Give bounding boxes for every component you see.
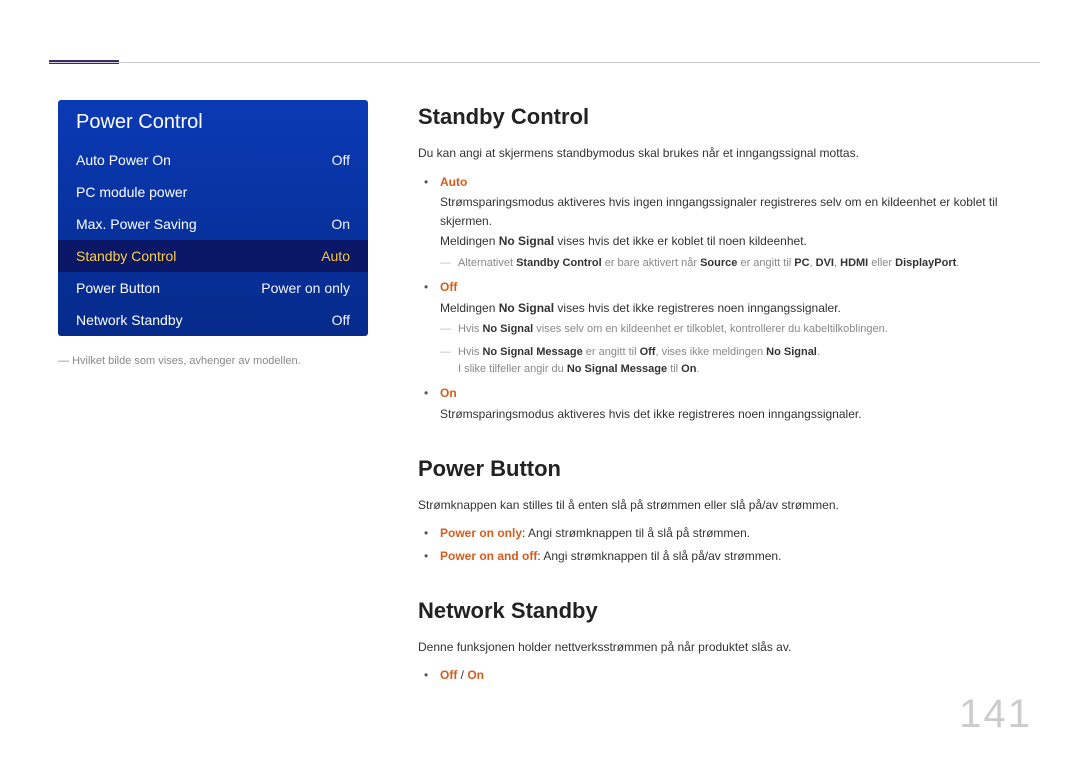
option-desc: Meldingen No Signal vises hvis det ikke …: [440, 299, 1040, 318]
option-desc-inline: : Angi strømknappen til å slå på/av strø…: [537, 549, 781, 563]
bold-text: Off: [640, 346, 656, 358]
section-intro: Du kan angi at skjermens standbymodus sk…: [418, 144, 1040, 163]
section-title: Network Standby: [418, 594, 1040, 628]
option-desc: Strømsparingsmodus aktiveres hvis ingen …: [440, 193, 1040, 230]
option-name: Auto: [440, 175, 467, 189]
bold-text: Standby Control: [516, 257, 602, 269]
menu-item-label: Power Button: [76, 280, 160, 296]
text: vises selv om en kildeenhet er tilkoblet…: [533, 323, 888, 335]
option-off: Off: [440, 668, 457, 682]
section-intro: Strømknappen kan stilles til å enten slå…: [418, 496, 1040, 515]
text: .: [696, 363, 699, 375]
sub-note-standby-sources: Alternativet Standby Control er bare akt…: [458, 255, 1040, 272]
option-name: Power on and off: [440, 549, 537, 563]
text: Meldingen: [440, 234, 499, 248]
text: vises hvis det ikke registreres noen inn…: [554, 301, 841, 315]
text: Alternativet: [458, 257, 516, 269]
power-control-menu: Power Control Auto Power On Off PC modul…: [58, 100, 368, 336]
menu-item-value: Off: [332, 152, 350, 168]
footnote-text: Hvilket bilde som vises, avhenger av mod…: [72, 355, 301, 367]
section-title: Power Button: [418, 452, 1040, 486]
menu-item-label: Standby Control: [76, 248, 176, 264]
option-on: On Strømsparingsmodus aktiveres hvis det…: [440, 384, 1040, 423]
bold-text: DisplayPort: [895, 257, 956, 269]
text: Hvis: [458, 346, 482, 358]
menu-title: Power Control: [58, 100, 368, 144]
bold-text: No Signal: [482, 323, 533, 335]
option-name: On: [440, 386, 457, 400]
menu-item-auto-power-on[interactable]: Auto Power On Off: [58, 144, 368, 176]
menu-item-label: Auto Power On: [76, 152, 171, 168]
option-desc-inline: : Angi strømknappen til å slå på strømme…: [522, 526, 750, 540]
sub-note-no-signal-message: Hvis No Signal Message er angitt til Off…: [458, 344, 1040, 378]
option-off-on: Off / On: [440, 666, 1040, 685]
text: I slike tilfeller angir du: [458, 363, 567, 375]
menu-item-value: Off: [332, 312, 350, 328]
text: Meldingen: [440, 301, 499, 315]
text: er angitt til: [737, 257, 794, 269]
menu-item-standby-control[interactable]: Standby Control Auto: [58, 240, 368, 272]
text: til: [667, 363, 681, 375]
bold-text: No Signal: [499, 234, 554, 248]
option-auto: Auto Strømsparingsmodus aktiveres hvis i…: [440, 173, 1040, 272]
page-content: Power Control Auto Power On Off PC modul…: [58, 100, 1040, 689]
option-name: Off: [440, 280, 457, 294]
section-title: Standby Control: [418, 100, 1040, 134]
section-network-standby: Network Standby Denne funksjonen holder …: [418, 594, 1040, 685]
text: er bare aktivert når: [602, 257, 700, 269]
menu-item-power-button[interactable]: Power Button Power on only: [58, 272, 368, 304]
option-on: On: [467, 668, 484, 682]
text: er angitt til: [583, 346, 640, 358]
option-power-on-only: Power on only: Angi strømknappen til å s…: [440, 524, 1040, 543]
bold-text: No Signal Message: [567, 363, 667, 375]
bold-text: PC: [794, 257, 809, 269]
menu-item-value: On: [331, 216, 350, 232]
option-name: Power on only: [440, 526, 522, 540]
option-desc-extra: Meldingen No Signal vises hvis det ikke …: [440, 232, 1040, 251]
section-intro: Denne funksjonen holder nettverksstrømme…: [418, 638, 1040, 657]
menu-item-label: Max. Power Saving: [76, 216, 197, 232]
option-power-on-and-off: Power on and off: Angi strømknappen til …: [440, 547, 1040, 566]
header-rule: [49, 62, 1040, 63]
footnote-dash: ―: [58, 355, 69, 367]
section-standby-control: Standby Control Du kan angi at skjermens…: [418, 100, 1040, 424]
page-number: 141: [959, 692, 1032, 737]
bold-text: No Signal: [499, 301, 554, 315]
bold-text: Source: [700, 257, 737, 269]
bold-text: No Signal: [766, 346, 817, 358]
bold-text: HDMI: [840, 257, 868, 269]
menu-item-value: Auto: [321, 248, 350, 264]
bold-text: On: [681, 363, 696, 375]
bold-text: DVI: [816, 257, 834, 269]
content-column: Standby Control Du kan angi at skjermens…: [418, 100, 1040, 689]
text: vises hvis det ikke er koblet til noen k…: [554, 234, 807, 248]
text: .: [956, 257, 959, 269]
menu-item-label: Network Standby: [76, 312, 183, 328]
menu-column: Power Control Auto Power On Off PC modul…: [58, 100, 368, 689]
section-power-button: Power Button Strømknappen kan stilles ti…: [418, 452, 1040, 566]
menu-item-value: Power on only: [261, 280, 350, 296]
menu-item-pc-module-power[interactable]: PC module power: [58, 176, 368, 208]
menu-item-network-standby[interactable]: Network Standby Off: [58, 304, 368, 336]
text: eller: [868, 257, 895, 269]
option-off: Off Meldingen No Signal vises hvis det i…: [440, 278, 1040, 378]
separator: /: [457, 668, 467, 682]
option-desc: Strømsparingsmodus aktiveres hvis det ik…: [440, 405, 1040, 424]
bold-text: No Signal Message: [482, 346, 582, 358]
menu-item-max-power-saving[interactable]: Max. Power Saving On: [58, 208, 368, 240]
text: , vises ikke meldingen: [655, 346, 766, 358]
menu-footnote: ― Hvilket bilde som vises, avhenger av m…: [58, 354, 368, 368]
sub-note-no-signal-cable: Hvis No Signal vises selv om en kildeenh…: [458, 321, 1040, 338]
text: Hvis: [458, 323, 482, 335]
text: .: [817, 346, 820, 358]
menu-item-label: PC module power: [76, 184, 187, 200]
